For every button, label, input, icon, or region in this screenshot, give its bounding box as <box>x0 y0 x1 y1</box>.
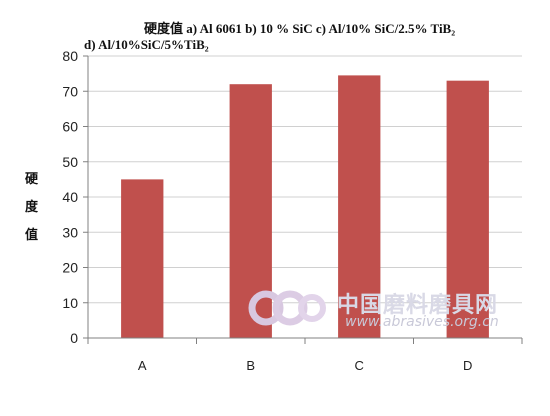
x-tick-label: D <box>463 358 472 373</box>
bar-A <box>121 179 164 338</box>
watermark-site-url: www.abrasives.org.cn <box>345 314 499 330</box>
y-axis-label-char-1: 硬 <box>25 172 39 187</box>
y-axis-label-char-3: 值 <box>25 228 39 243</box>
x-tick-label: C <box>355 358 364 373</box>
y-tick-label: 20 <box>62 260 78 276</box>
y-tick-label: 50 <box>62 154 78 170</box>
y-tick-label: 80 <box>62 48 78 64</box>
y-tick-label: 0 <box>70 330 78 346</box>
bar-D <box>446 80 489 339</box>
y-tick-label: 30 <box>62 224 78 240</box>
y-tick-label: 10 <box>62 295 78 311</box>
y-tick-label: 70 <box>62 83 78 99</box>
bars <box>121 75 489 339</box>
y-axis-label-char-2: 度 <box>25 200 39 215</box>
x-tick-label: B <box>246 358 255 373</box>
watermark-site-name: 中国磨料磨具网 <box>337 293 499 318</box>
x-tick-label: A <box>138 358 147 373</box>
axes: 0 10 20 30 40 50 60 70 80 A B C D <box>62 48 523 373</box>
watermark-logo-icon <box>248 290 326 326</box>
chart-title-line-2: d) Al/10%SiC/5%TiB₂ <box>84 37 209 52</box>
y-tick-label: 60 <box>62 119 78 135</box>
y-tick-label: 40 <box>62 189 78 205</box>
bar-C <box>338 75 381 338</box>
chart-title-line-1: 硬度值 a) Al 6061 b) 10 % SiC c) Al/10% SiC… <box>144 21 456 36</box>
